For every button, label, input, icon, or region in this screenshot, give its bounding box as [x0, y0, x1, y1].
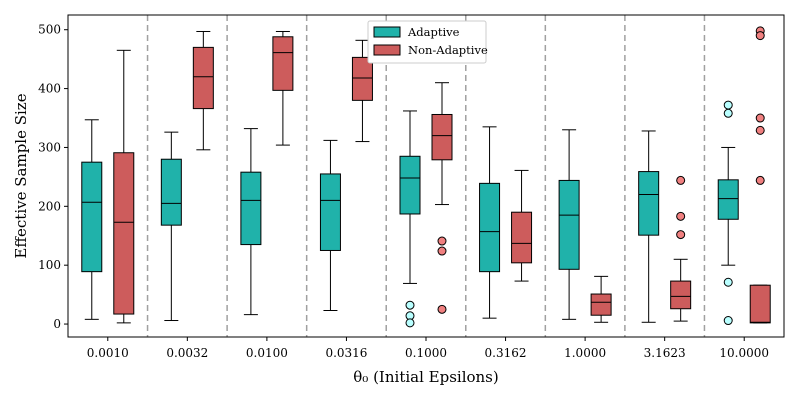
- box-non-adaptive: [113, 49, 135, 324]
- box-non-adaptive: [272, 30, 294, 146]
- x-tick-label: 1.0000: [564, 346, 606, 360]
- outlier-point: [405, 300, 415, 310]
- box-non-adaptive: [590, 275, 612, 323]
- box-iqr: [351, 56, 373, 101]
- x-tick-label: 10.0000: [719, 346, 769, 360]
- legend: Adaptive Non-Adaptive: [367, 20, 488, 64]
- box-iqr: [638, 171, 660, 236]
- y-tick-label: 300: [38, 140, 61, 154]
- box-iqr: [431, 113, 453, 161]
- box-iqr: [319, 173, 341, 251]
- box-iqr: [399, 155, 421, 215]
- legend-swatch-non-adaptive: [373, 44, 401, 56]
- group-dividers: [146, 15, 706, 337]
- box-iqr: [558, 179, 580, 270]
- legend-swatch-adaptive: [373, 26, 401, 38]
- box-iqr: [272, 36, 294, 91]
- box-non-adaptive: [192, 30, 214, 151]
- y-axis-label: Effective Sample Size: [12, 93, 30, 258]
- outlier-point: [405, 318, 415, 328]
- box-adaptive: [399, 110, 421, 328]
- x-tick-label: 0.0010: [87, 346, 129, 360]
- outlier-point: [437, 304, 447, 314]
- box-series: [81, 26, 771, 328]
- box-iqr: [240, 171, 262, 246]
- box-non-adaptive: [431, 82, 453, 314]
- box-non-adaptive: [670, 175, 692, 322]
- outlier-point: [676, 175, 686, 185]
- x-tick-label: 3.1623: [644, 346, 686, 360]
- outlier-point: [723, 108, 733, 118]
- x-tick-label: 0.0100: [246, 346, 288, 360]
- y-axis: 0 100 200 300 400 500: [38, 23, 68, 331]
- box-non-adaptive: [351, 39, 373, 143]
- x-tick-label: 0.3162: [485, 346, 527, 360]
- box-iqr: [113, 152, 135, 315]
- box-iqr: [590, 293, 612, 316]
- x-tick-label: 0.0316: [325, 346, 367, 360]
- x-axis-label: θ₀ (Initial Epsilons): [353, 368, 498, 386]
- outlier-point: [676, 211, 686, 221]
- box-adaptive: [240, 128, 262, 316]
- x-tick-label: 0.1000: [405, 346, 447, 360]
- outlier-point: [723, 100, 733, 110]
- legend-label-adaptive: Adaptive: [407, 25, 460, 39]
- outlier-point: [755, 113, 765, 123]
- y-tick-label: 0: [53, 317, 61, 331]
- box-adaptive: [81, 119, 103, 320]
- box-non-adaptive: [511, 169, 533, 282]
- box-adaptive: [558, 129, 580, 320]
- box-iqr: [511, 211, 533, 264]
- y-tick-label: 100: [38, 258, 61, 272]
- box-iqr: [192, 46, 214, 110]
- box-iqr: [160, 158, 182, 226]
- box-iqr: [749, 284, 771, 324]
- box-iqr: [479, 182, 501, 273]
- box-iqr: [717, 179, 739, 220]
- outlier-point: [755, 175, 765, 185]
- x-tick-label: 0.0032: [166, 346, 208, 360]
- y-tick-label: 200: [38, 199, 61, 213]
- box-iqr: [670, 280, 692, 310]
- outlier-point: [437, 246, 447, 256]
- legend-label-non-adaptive: Non-Adaptive: [408, 43, 488, 57]
- box-non-adaptive: [749, 26, 771, 324]
- box-adaptive: [319, 139, 341, 312]
- outlier-point: [723, 316, 733, 326]
- outlier-point: [755, 125, 765, 135]
- box-adaptive: [717, 100, 739, 326]
- outlier-point: [437, 236, 447, 246]
- box-iqr: [81, 161, 103, 273]
- outlier-point: [723, 277, 733, 287]
- box-adaptive: [160, 131, 182, 322]
- x-axis: 0.0010 0.0032 0.0100 0.0316 0.1000 0.3162 1.00…: [87, 337, 769, 360]
- outlier-point: [676, 230, 686, 240]
- y-tick-label: 400: [38, 82, 61, 96]
- box-adaptive: [638, 130, 660, 323]
- y-tick-label: 500: [38, 23, 61, 37]
- box-adaptive: [479, 126, 501, 319]
- outlier-point: [755, 31, 765, 41]
